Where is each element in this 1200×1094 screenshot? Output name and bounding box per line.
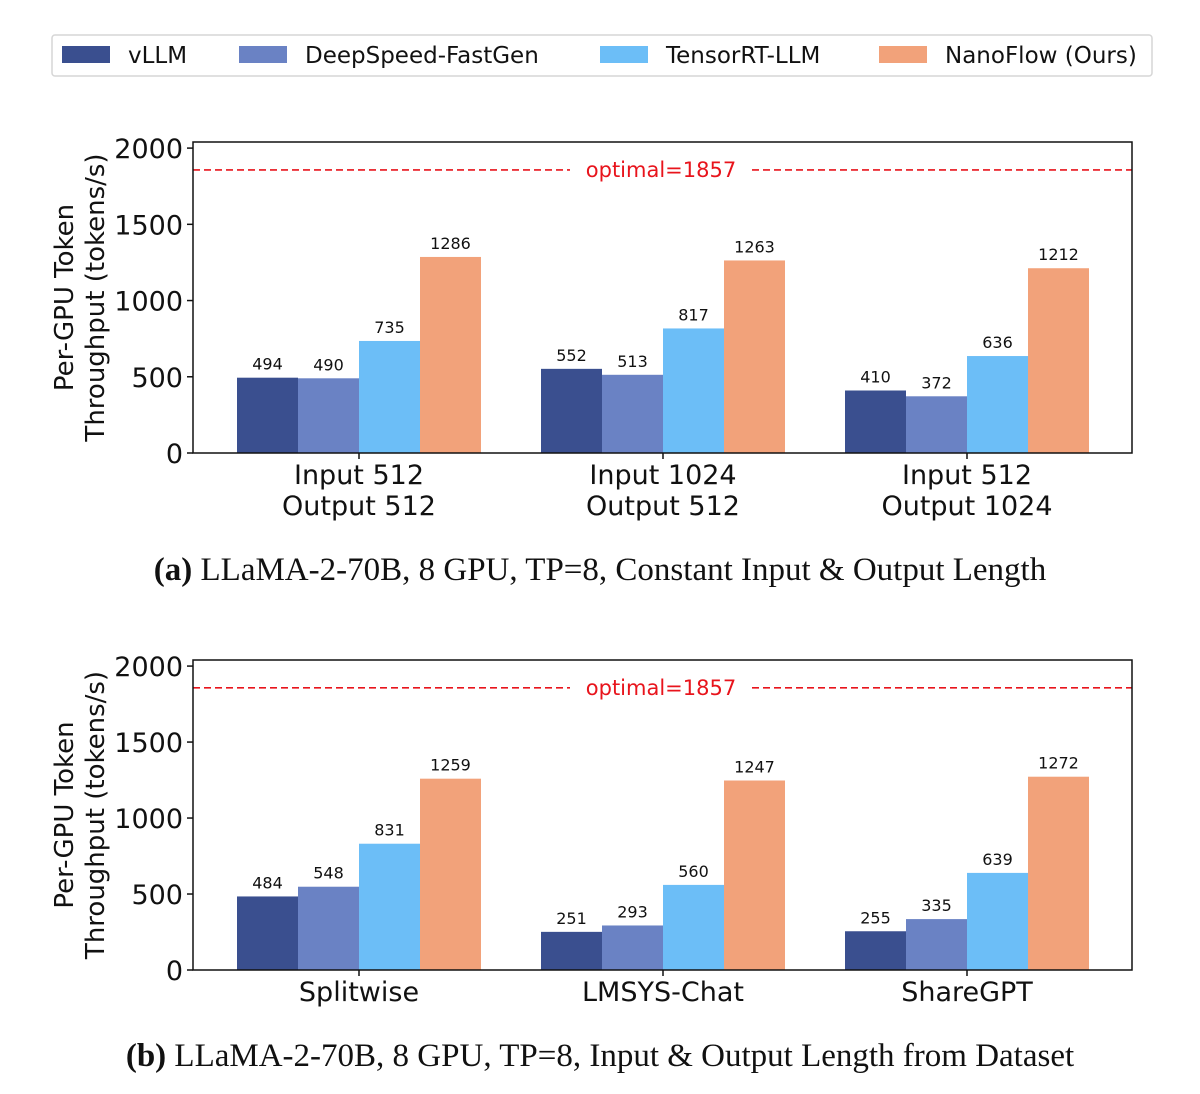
- y-tick-label-2: 1000: [114, 804, 183, 835]
- legend: vLLM DeepSpeed-FastGen TensorRT-LLM NanoFlo…: [51, 34, 1153, 77]
- caption-space: [192, 552, 200, 588]
- y-tick-label-1: 500: [131, 363, 183, 394]
- bar-0-2: [845, 390, 906, 453]
- bar-3-2: [1028, 776, 1089, 970]
- caption-text: LLaMA-2-70B, 8 GPU, TP=8, Input & Output…: [174, 1038, 1074, 1074]
- caption-label: (b): [126, 1038, 166, 1074]
- data-label-1-0: 490: [313, 355, 344, 374]
- bar-2-1: [663, 884, 724, 970]
- bar-3-0: [420, 256, 481, 453]
- bar-2-1: [663, 328, 724, 453]
- legend-label-3: NanoFlow (Ours): [945, 43, 1137, 69]
- bar-0-0: [237, 377, 298, 453]
- bar-3-2: [1028, 268, 1089, 453]
- bar-2-0: [359, 843, 420, 970]
- caption: (a) LLaMA-2-70B, 8 GPU, TP=8, Constant I…: [154, 552, 1047, 588]
- y-tick-label-1: 500: [131, 880, 183, 911]
- bar-1-1: [602, 925, 663, 970]
- data-label-3-1: 1263: [734, 237, 775, 256]
- legend-swatch-1: [239, 46, 287, 63]
- data-label-0-1: 552: [556, 346, 587, 365]
- x-tick-label-2-0: ShareGPT: [901, 977, 1033, 1008]
- caption-text: LLaMA-2-70B, 8 GPU, TP=8, Constant Input…: [201, 552, 1047, 588]
- caption-label: (a): [154, 552, 192, 588]
- data-label-0-2: 410: [860, 367, 891, 386]
- bar-2-2: [967, 872, 1028, 970]
- bar-1-0: [298, 886, 359, 970]
- caption-space: [166, 1038, 174, 1074]
- x-tick-label-2-1: Output 1024: [881, 491, 1052, 522]
- legend-swatch-2: [600, 46, 648, 63]
- legend-label-1: DeepSpeed-FastGen: [305, 43, 539, 69]
- bar-1-1: [602, 374, 663, 453]
- y-tick-label-0: 0: [166, 956, 183, 987]
- data-label-3-2: 1212: [1038, 245, 1079, 264]
- y-axis-label-1: Throughput (tokens/s): [81, 671, 111, 960]
- data-label-1-1: 293: [617, 902, 648, 921]
- y-axis-label-1: Throughput (tokens/s): [81, 153, 111, 442]
- data-label-1-0: 548: [313, 864, 344, 883]
- bar-0-1: [541, 368, 602, 453]
- data-label-2-1: 560: [678, 862, 709, 881]
- data-label-0-0: 484: [252, 873, 283, 892]
- data-label-3-2: 1272: [1038, 754, 1079, 773]
- data-label-0-1: 251: [556, 909, 587, 928]
- data-label-0-2: 255: [860, 908, 891, 927]
- data-label-1-2: 372: [921, 373, 952, 392]
- reference-line-label: optimal=1857: [586, 158, 736, 182]
- chart-b: 484 251 255 548 293 335 831 560 639 1259 1247 1272 o…: [50, 652, 1133, 1074]
- data-label-3-0: 1286: [430, 234, 471, 253]
- bar-3-1: [724, 260, 785, 453]
- legend-swatch-3: [879, 46, 927, 63]
- data-label-2-0: 735: [374, 318, 405, 337]
- y-tick-label-3: 1500: [114, 210, 183, 241]
- data-label-3-1: 1247: [734, 758, 775, 777]
- x-tick-label-2-0: Input 512: [902, 460, 1032, 491]
- y-axis-label-0: Per-GPU Token: [50, 721, 80, 908]
- x-tick-label-0-0: Splitwise: [299, 977, 419, 1008]
- bar-1-2: [906, 396, 967, 453]
- bar-0-1: [541, 931, 602, 970]
- data-label-3-0: 1259: [430, 756, 471, 775]
- legend-swatch-0: [62, 46, 110, 63]
- y-tick-label-4: 2000: [114, 652, 183, 683]
- y-tick-label-2: 1000: [114, 287, 183, 318]
- reference-line-label: optimal=1857: [586, 676, 736, 700]
- data-label-2-1: 817: [678, 305, 709, 324]
- bar-2-2: [967, 356, 1028, 453]
- data-label-2-0: 831: [374, 821, 405, 840]
- y-tick-label-3: 1500: [114, 728, 183, 759]
- y-tick-label-4: 2000: [114, 134, 183, 165]
- y-axis-label-0: Per-GPU Token: [50, 204, 80, 391]
- data-label-0-0: 494: [252, 355, 283, 374]
- data-label-1-2: 335: [921, 896, 952, 915]
- legend-label-0: vLLM: [128, 43, 187, 69]
- x-tick-label-1-1: Output 512: [586, 491, 740, 522]
- data-label-2-2: 636: [982, 333, 1013, 352]
- bar-0-2: [845, 931, 906, 970]
- bar-2-0: [359, 340, 420, 453]
- bar-1-0: [298, 378, 359, 453]
- data-label-1-1: 513: [617, 352, 648, 371]
- x-tick-label-1-0: Input 1024: [589, 460, 736, 491]
- data-label-2-2: 639: [982, 850, 1013, 869]
- bar-1-2: [906, 919, 967, 970]
- legend-label-2: TensorRT-LLM: [665, 43, 820, 69]
- bar-0-0: [237, 896, 298, 970]
- chart-a: 494 552 410 490 513 372 735 817 636 1286 1263 1212 o…: [50, 134, 1133, 588]
- caption: (b) LLaMA-2-70B, 8 GPU, TP=8, Input & Ou…: [126, 1038, 1074, 1074]
- x-tick-label-0-1: Output 512: [282, 491, 436, 522]
- bar-3-0: [420, 778, 481, 970]
- x-tick-label-1-0: LMSYS-Chat: [582, 977, 744, 1008]
- x-tick-label-0-0: Input 512: [294, 460, 424, 491]
- y-tick-label-0: 0: [166, 439, 183, 470]
- bar-3-1: [724, 780, 785, 970]
